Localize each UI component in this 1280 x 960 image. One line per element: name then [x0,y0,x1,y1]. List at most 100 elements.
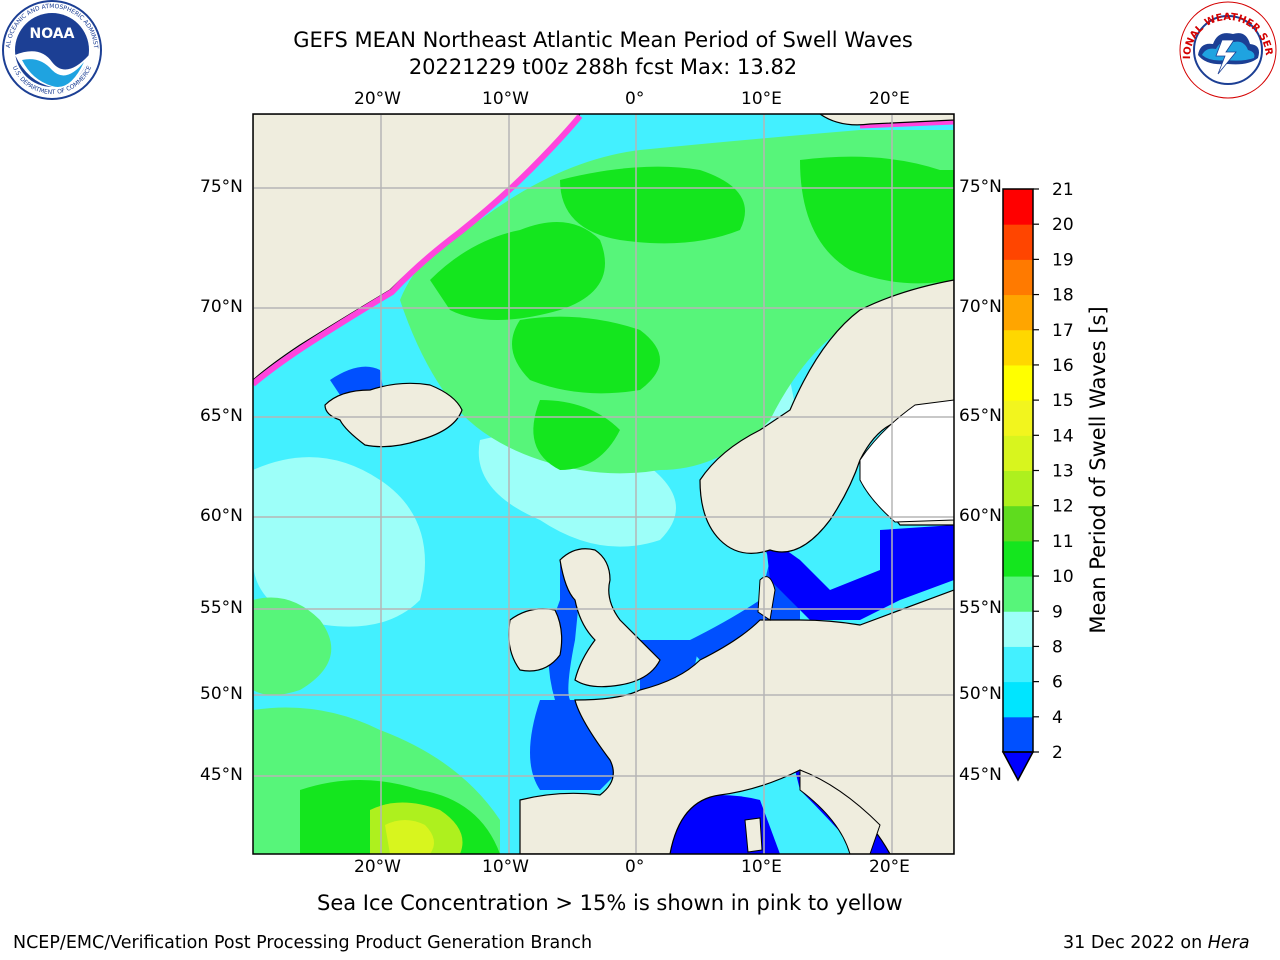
colorbar-segment [1003,505,1033,542]
footer-date: 31 Dec 2022 on Hera [1063,933,1250,953]
swell-zone-baltic [765,525,954,620]
lon-label-bottom: 20°E [869,857,910,877]
colorbar-segment [1003,189,1033,225]
colorbar-tick-label: 6 [1052,673,1063,693]
lon-label-top: 10°W [482,89,529,109]
land-scandinavia [699,279,954,554]
colorbar-tick-label: 9 [1052,602,1063,622]
lon-label-bottom: 0° [625,857,645,877]
colorbar-segment [1003,540,1033,577]
swell-zone-green-north [400,130,954,474]
ice-edge-greenland [253,114,583,387]
colorbar-tick-label: 12 [1052,497,1074,517]
map-grid [253,114,954,854]
colorbar-tick-label: 19 [1052,250,1074,270]
lat-label-left: 60°N [200,506,243,526]
land-ireland [508,608,563,672]
colorbar-tick-label: 21 [1052,180,1074,200]
swell-zone-light-cyan [253,457,425,627]
colorbar-segment [1003,716,1033,753]
svg-text:NOAA: NOAA [30,26,75,42]
nws-logo: NATIONAL WEATHER SERVICE [1178,0,1277,99]
chart-subtitle: 20221229 t00z 288h fcst Max: 13.82 [408,55,798,79]
swell-zone-green-southwest [253,707,500,854]
noaa-logo: NOAA NATIONAL OCEANIC AND ATMOSPHERIC AD… [0,0,102,100]
lon-label-top: 20°E [869,89,910,109]
swell-zone-mediterranean [670,795,780,854]
land-svalbard [818,114,954,126]
colorbar-segment [1003,681,1033,718]
chart-title: GEFS MEAN Northeast Atlantic Mean Period… [293,28,913,52]
colorbar-tick-label: 2 [1052,743,1063,763]
lat-label-left: 50°N [200,684,243,704]
land-finland-lake [859,399,954,523]
colorbar-segment [1003,400,1033,436]
lat-label-right: 50°N [959,684,1002,704]
swell-zone-blue-iceland [330,366,385,410]
colorbar-frame [1002,188,1034,753]
colorbar-segment [1003,294,1033,331]
lat-label-right: 55°N [959,598,1002,618]
lat-label-right: 75°N [959,177,1002,197]
lat-label-left: 45°N [200,765,243,785]
swell-zone-bright-green-5 [533,400,620,470]
colorbar-segment [1003,364,1033,401]
land-iceland [324,382,463,448]
land-sardinia [744,817,763,853]
lon-label-bottom: 10°W [482,857,529,877]
swell-zone-light-cyan-3 [638,365,800,448]
lat-label-right: 60°N [959,506,1002,526]
colorbar-segment [1003,224,1033,260]
colorbar-tick-label: 16 [1052,356,1074,376]
lon-label-top: 20°W [354,89,401,109]
swell-zone-blue-irish-sea [548,560,580,700]
lat-label-left: 70°N [200,297,243,317]
swell-zone-bright-green-3 [800,156,954,284]
swell-zone-bright-green-4 [512,316,660,394]
colorbar-segment [1003,259,1033,296]
colorbar-tick-label: 17 [1052,321,1074,341]
lat-label-left: 65°N [200,406,243,426]
lat-label-left: 75°N [200,177,243,197]
map-frame [252,113,955,855]
lon-label-bottom: 20°W [354,857,401,877]
land-denmark [757,576,776,621]
colorbar-tick-label: 10 [1052,567,1074,587]
colorbar-tick-label: 11 [1052,532,1074,552]
colorbar-segment [1003,646,1033,683]
land-italy-lake [799,769,881,854]
swell-zone-lime [385,820,434,854]
colorbar-under-triangle [1001,751,1035,782]
colorbar-label: Mean Period of Swell Waves [s] [1086,306,1110,633]
swell-zone-light-cyan-2 [478,433,676,547]
sea-ice-note: Sea Ice Concentration > 15% is shown in … [317,891,903,915]
swell-zone-adriatic [795,770,890,854]
colorbar-tick-label: 18 [1052,286,1074,306]
lat-label-right: 70°N [959,297,1002,317]
lat-label-left: 55°N [200,598,243,618]
colorbar-tick-label: 8 [1052,637,1063,657]
swell-zone-bright-green [430,222,605,320]
swell-zone-bright-green-6 [300,780,500,854]
swell-zone-yellow-green [370,802,463,854]
colorbar-tick-label: 14 [1052,426,1074,446]
colorbar-tick-label: 13 [1052,462,1074,482]
swell-zone-blue-north-sea [690,540,800,660]
colorbar-tick-label: 15 [1052,391,1074,411]
lon-label-bottom: 10°E [741,857,782,877]
colorbar-tick-label: 20 [1052,215,1074,235]
colorbar-segment [1003,470,1033,507]
footer-credit: NCEP/EMC/Verification Post Processing Pr… [13,933,593,953]
land-greenland [253,114,581,381]
swell-zone-bright-green-2 [560,166,745,244]
swell-zone-blue-channel [640,640,700,690]
swell-zone-blue-biscay [530,700,620,790]
lon-label-top: 0° [625,89,645,109]
colorbar-segment [1003,611,1033,647]
footer-machine: Hera [1207,933,1250,953]
colorbar-tick-label: 4 [1052,708,1063,728]
swell-zone-green-west [253,597,332,695]
ocean-field [253,114,954,854]
land-britain [559,548,661,688]
